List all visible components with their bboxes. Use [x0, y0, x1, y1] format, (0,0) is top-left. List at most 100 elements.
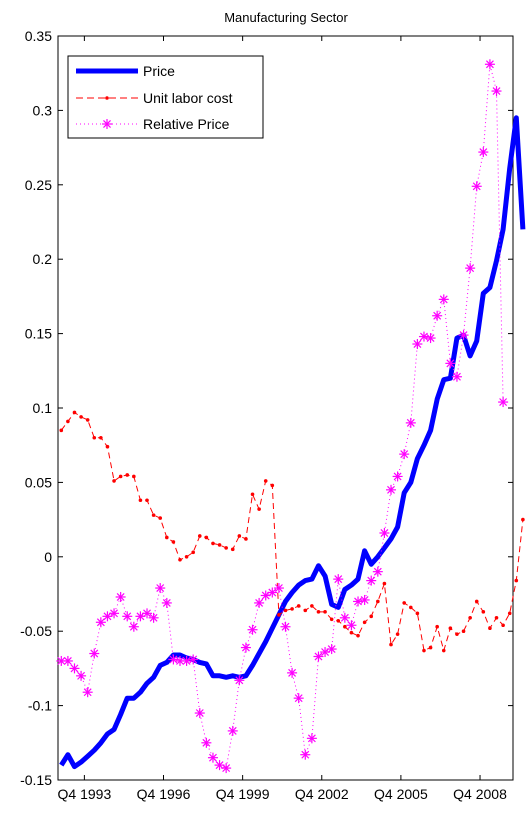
data-point-relative-price — [188, 654, 199, 665]
data-point-relative-price — [207, 752, 218, 763]
data-point-relative-price — [267, 587, 278, 598]
data-point-relative-price — [95, 617, 106, 628]
data-point-unit-labor-cost — [422, 648, 426, 653]
data-point-unit-labor-cost — [448, 626, 453, 631]
data-point-unit-labor-cost — [362, 620, 367, 625]
data-point-unit-labor-cost — [132, 474, 136, 479]
data-point-relative-price — [168, 654, 179, 665]
data-point-relative-price — [484, 59, 495, 70]
data-point-unit-labor-cost — [356, 633, 360, 638]
y-tick-label: 0.2 — [33, 251, 53, 267]
plot-area — [57, 35, 514, 781]
data-point-relative-price — [379, 527, 390, 538]
data-point-relative-price — [491, 86, 502, 97]
data-point-unit-labor-cost — [99, 435, 103, 440]
data-point-relative-price — [353, 596, 364, 607]
data-point-relative-price — [445, 358, 456, 369]
data-point-relative-price — [346, 620, 357, 631]
data-point-unit-labor-cost — [244, 537, 248, 541]
data-point-unit-labor-cost — [151, 513, 156, 517]
data-point-unit-labor-cost — [474, 599, 479, 604]
data-point-unit-labor-cost — [263, 479, 268, 483]
y-tick-label: 0 — [44, 549, 52, 565]
data-point-unit-labor-cost — [402, 601, 406, 605]
data-point-unit-labor-cost — [270, 483, 275, 488]
x-tick-label: Q4 2008 — [453, 786, 507, 802]
data-point-relative-price — [254, 597, 265, 608]
data-point-unit-labor-cost — [507, 611, 512, 616]
data-point-relative-price — [181, 655, 192, 666]
data-point-relative-price — [451, 371, 462, 382]
y-tick-label: -0.15 — [20, 772, 52, 788]
data-point-relative-price — [194, 708, 205, 719]
data-point-relative-price — [161, 597, 172, 608]
data-point-unit-labor-cost — [66, 419, 70, 424]
data-point-relative-price — [306, 733, 317, 744]
x-tick-label: Q4 1996 — [137, 786, 191, 802]
data-point-unit-labor-cost — [488, 626, 492, 631]
data-point-unit-labor-cost — [145, 498, 149, 503]
data-point-unit-labor-cost — [521, 517, 525, 522]
data-point-unit-labor-cost — [415, 611, 420, 616]
data-point-relative-price — [359, 594, 370, 605]
data-point-relative-price — [69, 663, 80, 674]
data-point-relative-price — [128, 621, 139, 632]
data-point-relative-price — [122, 611, 133, 622]
y-tick-label: 0.3 — [33, 102, 53, 118]
data-point-relative-price — [326, 644, 337, 655]
y-tick-label: 0.05 — [25, 474, 52, 490]
y-tick-label: 0.1 — [33, 400, 53, 416]
data-point-unit-labor-cost — [230, 547, 235, 552]
x-tick-label: Q4 1993 — [58, 786, 112, 802]
data-point-unit-labor-cost — [310, 604, 314, 608]
data-point-unit-labor-cost — [257, 507, 261, 511]
data-point-unit-labor-cost — [382, 581, 387, 586]
data-point-unit-labor-cost — [59, 428, 64, 433]
data-point-relative-price — [498, 397, 509, 408]
x-tick-label: Q4 2005 — [374, 786, 428, 802]
data-point-unit-labor-cost — [408, 605, 413, 610]
data-point-relative-price — [280, 621, 291, 632]
data-point-relative-price — [234, 675, 245, 686]
data-point-relative-price — [227, 725, 238, 736]
legend-marker-unit-labor-cost — [105, 96, 109, 100]
x-axis: Q4 1993 Q4 1996 Q4 1999 Q4 2002 Q4 2005 Q4 20… — [58, 36, 507, 802]
data-point-unit-labor-cost — [514, 578, 519, 583]
data-point-unit-labor-cost — [290, 607, 294, 611]
data-point-unit-labor-cost — [224, 546, 228, 550]
data-point-relative-price — [247, 624, 258, 635]
data-point-relative-price — [465, 263, 476, 274]
data-point-relative-price — [412, 339, 423, 350]
data-point-unit-labor-cost — [369, 614, 374, 619]
data-point-unit-labor-cost — [441, 648, 446, 653]
data-point-relative-price — [142, 608, 153, 619]
data-point-unit-labor-cost — [283, 608, 288, 613]
data-point-unit-labor-cost — [211, 541, 215, 546]
data-point-unit-labor-cost — [85, 418, 90, 422]
data-point-unit-labor-cost — [112, 479, 116, 483]
series-layer — [56, 59, 526, 774]
y-tick-label: -0.05 — [20, 623, 52, 639]
legend-marker-relative-price — [102, 119, 112, 129]
data-point-relative-price — [89, 648, 100, 659]
data-point-unit-labor-cost — [389, 642, 393, 647]
data-point-relative-price — [155, 583, 166, 594]
y-tick-label: 0.35 — [25, 28, 52, 44]
data-point-unit-labor-cost — [79, 415, 83, 419]
data-point-relative-price — [293, 693, 304, 704]
legend-label-unit-labor-cost: Unit labor cost — [143, 90, 233, 106]
legend: Price Unit labor cost Relative Price — [67, 55, 264, 139]
data-point-unit-labor-cost — [349, 630, 354, 635]
data-point-relative-price — [300, 749, 311, 760]
data-point-unit-labor-cost — [158, 516, 163, 520]
series-line-price — [59, 115, 526, 770]
data-point-relative-price — [405, 417, 416, 428]
y-axis: -0.15 -0.1 -0.05 0 0.05 0.1 0.15 0.2 0.25 0.3 0.35 — [20, 28, 513, 788]
data-point-relative-price — [56, 655, 67, 666]
data-point-unit-labor-cost — [72, 410, 77, 415]
data-point-unit-labor-cost — [217, 543, 222, 547]
x-tick-label: Q4 1999 — [216, 786, 270, 802]
legend-star-glyph — [102, 119, 112, 129]
data-point-unit-labor-cost — [237, 534, 242, 538]
